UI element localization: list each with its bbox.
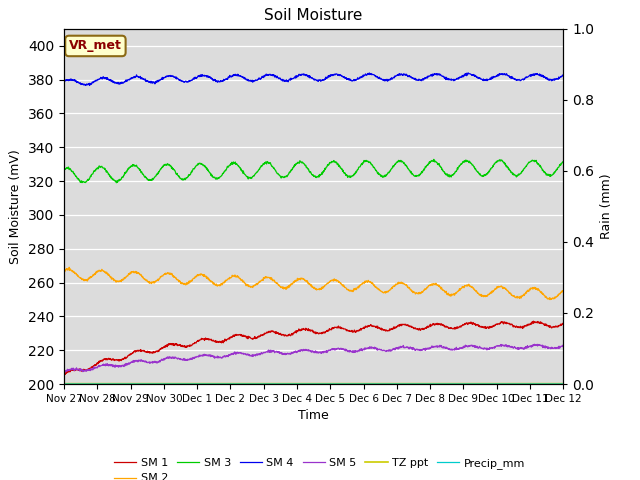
SM 1 [500,319,508,325]
SM 3 [227,161,235,167]
Precip_mm [500,381,508,387]
SM 2 [391,283,399,288]
SM 3 [391,161,399,167]
SM 4 [500,71,508,77]
SM 1 [559,320,567,326]
SM 2 [456,287,464,293]
TZ ppt [391,381,399,386]
SM 3 [159,164,167,169]
SM 5 [172,355,179,360]
TZ ppt [500,381,508,386]
SM 4 [227,74,235,80]
SM 1 [456,324,463,329]
Precip_mm [171,381,179,387]
SM 4 [159,75,167,81]
Precip_mm [456,381,463,387]
SM 4 [456,74,464,80]
SM 4 [391,74,399,80]
Line: SM 1: SM 1 [64,321,563,375]
SM 1 [159,345,166,351]
Title: Soil Moisture: Soil Moisture [264,9,363,24]
Precip_mm [227,381,235,387]
SM 4 [82,83,90,88]
SM 2 [559,288,567,294]
SM 2 [60,269,68,275]
SM 3 [172,169,179,175]
SM 1 [529,318,537,324]
SM 5 [531,341,538,347]
SM 3 [430,156,438,162]
Precip_mm [60,381,68,387]
TZ ppt [159,381,166,386]
SM 1 [60,372,68,378]
Y-axis label: Soil Moisture (mV): Soil Moisture (mV) [10,149,22,264]
SM 2 [65,264,73,270]
Precip_mm [559,381,567,387]
TZ ppt [227,381,235,386]
SM 3 [113,180,120,186]
SM 5 [500,342,508,348]
SM 5 [456,345,464,351]
SM 2 [172,275,179,280]
Y-axis label: Rain (mm): Rain (mm) [600,174,612,239]
SM 5 [61,369,69,375]
Line: SM 2: SM 2 [64,267,563,300]
SM 2 [546,297,554,302]
Line: SM 5: SM 5 [64,344,563,372]
SM 4 [559,72,567,78]
SM 3 [500,161,508,167]
SM 5 [559,344,567,349]
SM 1 [171,341,179,347]
SM 5 [60,369,68,374]
Line: SM 3: SM 3 [64,159,563,183]
SM 3 [60,167,68,172]
SM 2 [159,272,167,278]
SM 5 [391,347,399,353]
TZ ppt [559,381,567,386]
SM 2 [227,275,235,280]
SM 5 [159,357,167,362]
TZ ppt [60,381,68,386]
Precip_mm [159,381,166,387]
SM 1 [391,324,399,330]
SM 3 [559,159,567,165]
SM 5 [227,351,235,357]
TZ ppt [171,381,179,386]
SM 4 [464,70,472,76]
SM 4 [172,74,179,80]
Line: SM 4: SM 4 [64,73,563,85]
Legend: SM 1, SM 2, SM 3, SM 4, SM 5, TZ ppt, Precip_mm: SM 1, SM 2, SM 3, SM 4, SM 5, TZ ppt, Pr… [109,454,530,480]
Text: VR_met: VR_met [69,39,122,52]
SM 2 [500,285,508,291]
TZ ppt [456,381,463,386]
Precip_mm [391,381,399,387]
X-axis label: Time: Time [298,409,329,422]
SM 1 [227,334,235,340]
SM 4 [60,78,68,84]
SM 3 [457,161,465,167]
